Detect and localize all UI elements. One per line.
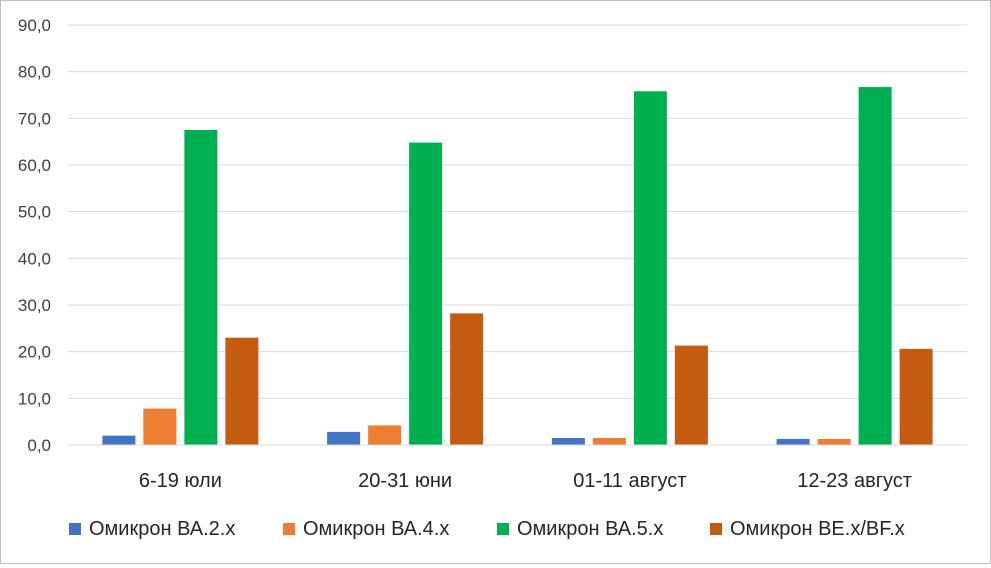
legend: Омикрон ВА.2.х Омикрон ВА.4.х Омикрон ВА.5… bbox=[69, 518, 905, 540]
y-tick-label: 40,0 bbox=[18, 249, 51, 268]
legend-swatch bbox=[69, 523, 81, 535]
y-tick-label: 20,0 bbox=[18, 343, 51, 362]
bars bbox=[102, 87, 933, 446]
bar bbox=[409, 142, 443, 445]
bar bbox=[674, 345, 708, 445]
x-axis-category-labels: 6-19 юли 20-31 юни 01-11 август 12-23 авгус… bbox=[139, 470, 912, 492]
y-tick-label: 80,0 bbox=[18, 63, 51, 82]
legend-label: Омикрон ВА.5.х bbox=[517, 518, 663, 540]
x-category-label: 12-23 август bbox=[797, 470, 912, 492]
bar bbox=[858, 87, 892, 446]
bar bbox=[184, 130, 218, 445]
legend-label: Омикрон ВА.4.х bbox=[303, 518, 449, 540]
bar bbox=[551, 438, 585, 445]
bar bbox=[143, 408, 177, 445]
bar bbox=[327, 431, 361, 445]
x-category-label: 20-31 юни bbox=[358, 470, 452, 492]
bar bbox=[633, 91, 667, 446]
bar bbox=[817, 438, 851, 445]
y-tick-label: 90,0 bbox=[18, 16, 51, 35]
legend-swatch bbox=[283, 523, 295, 535]
legend-label: Омикрон ВЕ.х/BF.х bbox=[730, 518, 905, 540]
bar bbox=[368, 425, 402, 445]
gridlines bbox=[68, 24, 967, 399]
bar bbox=[102, 435, 136, 445]
bar bbox=[225, 337, 259, 445]
y-tick-label: 60,0 bbox=[18, 156, 51, 175]
bar bbox=[899, 348, 933, 445]
y-axis-tick-labels: 0,0 10,0 20,0 30,0 40,0 50,0 60,0 70,0 80,0 90,0 bbox=[18, 16, 51, 455]
x-category-label: 6-19 юли bbox=[139, 470, 222, 492]
y-tick-label: 0,0 bbox=[27, 436, 51, 455]
bar bbox=[776, 438, 810, 445]
y-tick-label: 10,0 bbox=[18, 389, 51, 408]
legend-swatch bbox=[710, 523, 722, 535]
y-tick-label: 70,0 bbox=[18, 109, 51, 128]
y-tick-label: 50,0 bbox=[18, 203, 51, 222]
legend-swatch bbox=[497, 523, 509, 535]
bar bbox=[592, 438, 626, 445]
legend-label: Омикрон ВА.2.х bbox=[89, 518, 235, 540]
y-tick-label: 30,0 bbox=[18, 296, 51, 315]
x-category-label: 01-11 август bbox=[573, 470, 686, 492]
bar bbox=[450, 313, 484, 445]
